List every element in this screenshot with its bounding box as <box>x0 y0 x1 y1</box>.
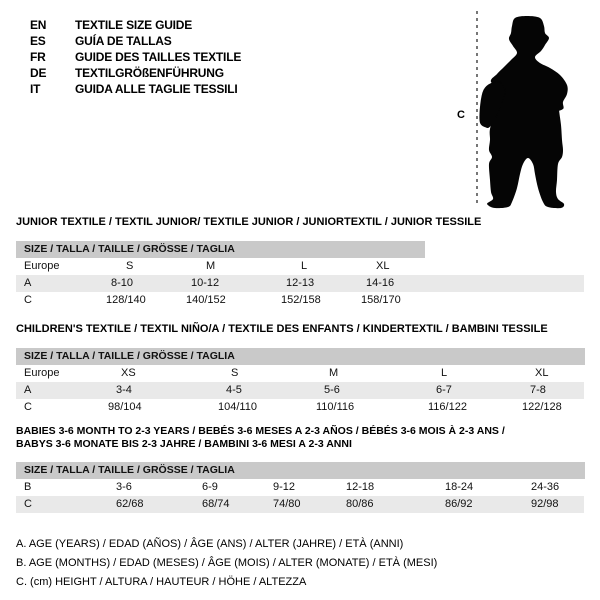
svg-text:C: C <box>457 109 465 121</box>
